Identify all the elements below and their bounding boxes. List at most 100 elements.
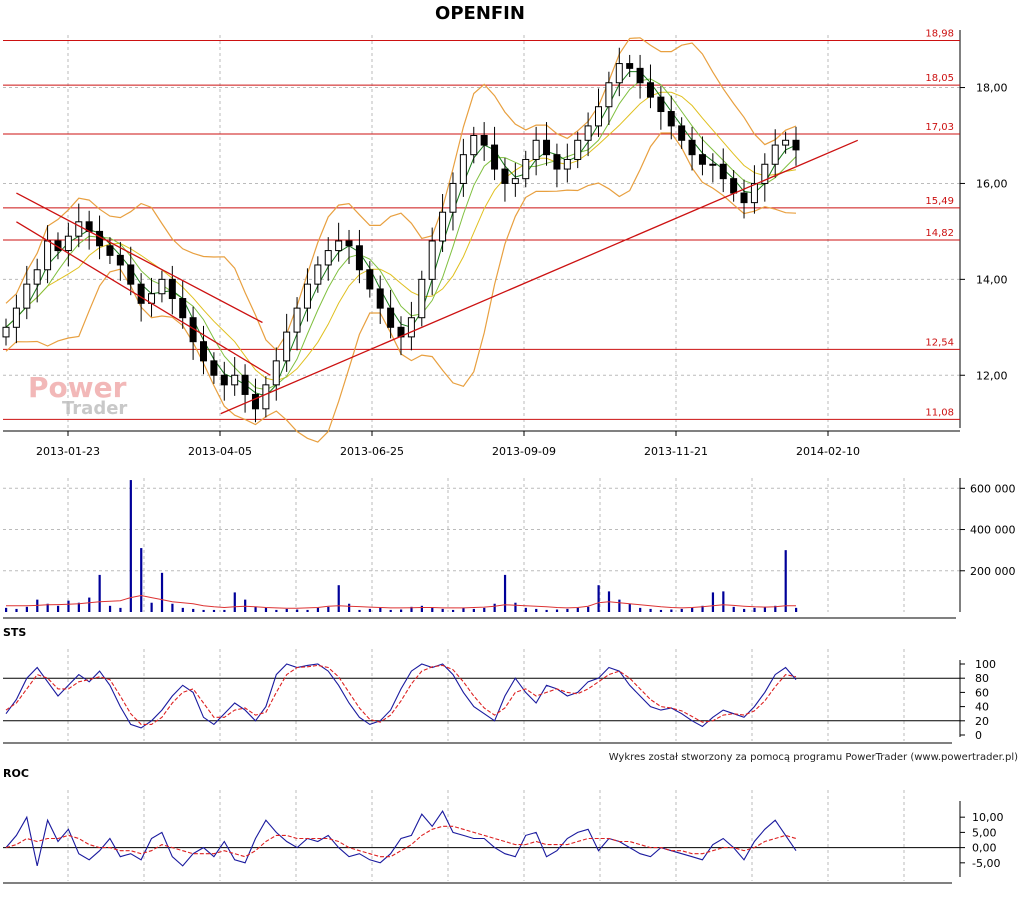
volume-bar [763,606,767,612]
candle-body [605,82,613,108]
candle-body [324,250,332,266]
candle-body [491,144,499,170]
price-x-tick-label: 2013-01-23 [36,445,100,458]
level-label: 17,03 [925,122,954,133]
volume-bar [327,606,330,612]
volume-bar [659,609,663,612]
roc-panel: -5,00 0,00 5,00 10,00 [3,801,1004,884]
volume-bar [628,603,631,612]
candle-body [543,139,551,156]
roc-y-tick-label: 10,00 [972,811,1004,824]
volume-bar [431,607,434,612]
volume-average-line [6,594,796,609]
volume-bar [192,608,195,612]
candle-body [449,182,457,213]
sts-y-tick-label: 40 [975,701,989,714]
candle-body [407,317,415,338]
volume-bar [555,609,559,612]
volume-bar [285,608,288,612]
volume-bar [5,607,8,612]
price-y-tick-label: 18,00 [976,82,1008,95]
candle-body [355,245,363,271]
volume-bar [451,609,455,612]
candle-body [12,307,20,328]
volume-bar [368,608,372,612]
candle-body [376,288,384,309]
volume-bar [400,609,403,612]
volume-bar [77,602,80,612]
volume-bar [691,607,694,612]
volume-bar [420,605,423,612]
price-x-tick-label: 2013-11-21 [644,445,708,458]
powertrader-watermark: Power Trader [28,371,127,419]
candle-body [730,178,738,194]
grid-layer [3,35,960,881]
roc-title: ROC [3,767,29,780]
volume-bar [337,585,340,612]
candle-body [657,96,665,113]
candle-body [200,341,207,362]
candle-body [23,283,31,309]
volume-bar [15,608,18,612]
volume-bar [545,609,548,612]
volume-bar [202,609,205,612]
volume-bar [108,605,112,612]
candle-body [584,125,592,141]
volume-bar [348,603,351,612]
sts-signal-line [5,664,797,725]
volume-bar [264,607,268,612]
watermark-trader: Trader [62,398,127,419]
volume-y-tick-label: 400 000 [970,524,1016,537]
candle-body [459,154,467,184]
roc-y-tick-label: 0,00 [972,842,997,855]
sts-y-tick-label: 60 [975,686,989,699]
volume-bar [88,597,91,612]
candle-body [771,144,779,165]
candle-body [595,106,602,127]
volume-bar [514,602,517,612]
level-label: 18,98 [925,29,954,40]
price-x-tick-label: 2013-04-05 [188,445,252,458]
candle-body [667,111,675,127]
volume-bar [566,608,569,612]
candle-body [251,393,259,410]
volume-bar [67,600,70,612]
price-x-tick-label: 2013-09-09 [492,445,556,458]
volume-bar [503,574,507,612]
volume-bar [358,609,361,612]
price-panel: 12,00 14,00 16,00 18,00 2013-01-23 2013-04-05… [2,29,1008,458]
candle-body [220,374,228,386]
volume-bar [160,572,164,612]
volume-bar [316,607,320,612]
price-x-tick-label: 2014-02-10 [796,445,860,458]
sts-y-tick-label: 80 [975,672,989,685]
volume-bar [524,607,527,612]
price-y-tick-label: 16,00 [976,177,1008,190]
level-label: 18,05 [925,73,954,84]
candle-body [241,374,249,395]
volume-bar [462,607,465,612]
candle-body [210,360,218,376]
watermark-power: Power [28,371,127,404]
trend-line [16,192,263,324]
volume-bar [670,609,673,612]
volume-bar [441,608,444,612]
candle-body [168,278,176,300]
roc-main-line [5,810,797,867]
volume-bar [233,592,236,612]
candle-body [127,264,135,285]
volume-bar [711,592,715,612]
sts-y-tick-label: 0 [975,729,982,742]
roc-y-tick-label: -5,00 [972,857,1000,870]
candle-body [563,158,571,170]
volume-bar [722,591,725,612]
volume-bar [181,607,184,612]
candle-body [501,168,509,184]
candle-body [740,192,748,204]
volume-bar [732,606,735,612]
candle-body [428,240,436,280]
trend-line [220,139,859,415]
candle-body [553,154,561,170]
